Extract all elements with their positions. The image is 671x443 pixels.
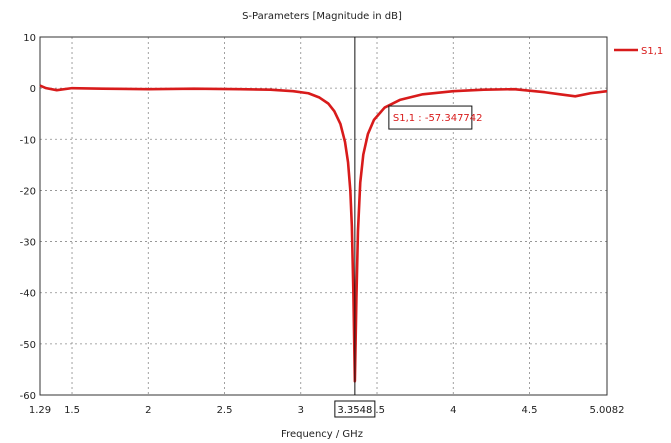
- series-line-s11: [39, 84, 608, 383]
- legend-label-s11: S1,1: [641, 46, 663, 57]
- marker-label: S1,1 : -57.347742: [393, 113, 483, 124]
- y-tick-label: 10: [23, 33, 36, 44]
- marker-annotation[interactable]: S1,1 : -57.347742: [388, 105, 483, 130]
- marker-x-box: [334, 400, 376, 418]
- y-axis-ticks: 10 0 -10 -20 -30 -40 -50 -60: [20, 33, 36, 402]
- x-tick-label: 1.5: [64, 405, 80, 416]
- y-tick-label: 0: [30, 84, 36, 95]
- y-tick-label: -30: [20, 238, 36, 249]
- y-tick-label: -40: [20, 289, 36, 300]
- x-tick-label: 1.29: [29, 405, 51, 416]
- y-tick-label: -10: [20, 135, 36, 146]
- x-tick-label: 5.0082: [590, 405, 625, 416]
- x-tick-label: 4: [450, 405, 456, 416]
- x-axis-ticks: 1.29 1.5 2 2.5 3 3.5 4 4.5 5.0082: [29, 405, 625, 416]
- y-tick-label: -20: [20, 186, 36, 197]
- marker-x-label: 3.3548: [337, 405, 372, 416]
- chart-title: S-Parameters [Magnitude in dB]: [242, 11, 402, 22]
- x-tick-label: 3.5: [369, 405, 385, 416]
- x-tick-label: 2.5: [217, 405, 233, 416]
- x-axis-title: Frequency / GHz: [281, 429, 363, 440]
- legend: S1,1: [614, 46, 663, 57]
- x-tick-label: 4.5: [522, 405, 538, 416]
- x-tick-label: 3: [298, 405, 304, 416]
- y-tick-label: -60: [20, 391, 36, 402]
- plot-area: [39, 36, 608, 396]
- marker-box: [388, 105, 473, 130]
- marker-x-annotation: 3.3548: [334, 400, 376, 418]
- y-tick-label: -50: [20, 340, 36, 351]
- x-tick-label: 2: [145, 405, 151, 416]
